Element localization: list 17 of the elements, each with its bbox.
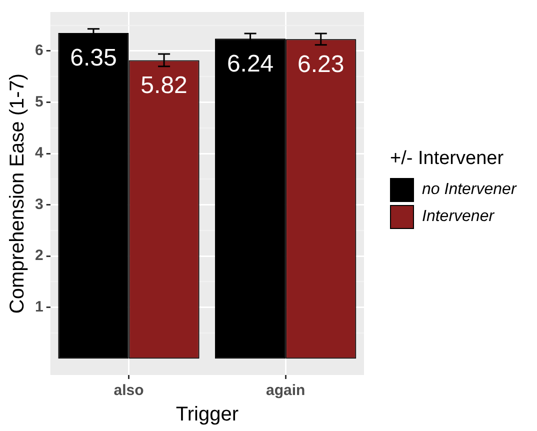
- y-tick-label: 1: [35, 298, 44, 316]
- data-label: 6.35: [70, 44, 117, 72]
- legend-label: no Intervener: [422, 181, 516, 199]
- data-label: 5.82: [140, 72, 188, 99]
- y-tick-label: 6: [35, 42, 44, 60]
- legend-title: +/- Intervener: [390, 148, 505, 170]
- y-axis-title: Comprehension Ease (1-7): [6, 73, 29, 314]
- data-label: 6.24: [226, 50, 274, 78]
- x-axis-title: Trigger: [176, 404, 239, 426]
- data-label: 6.23: [298, 50, 344, 78]
- y-tick-label: 4: [35, 144, 44, 162]
- y-tick-label: 5: [35, 93, 44, 110]
- legend-label: Intervener: [422, 208, 494, 226]
- x-tick-label: again: [266, 382, 306, 400]
- y-tick-label: 3: [35, 196, 44, 213]
- y-tick-label: 2: [35, 247, 44, 264]
- x-tick-label: also: [114, 382, 144, 400]
